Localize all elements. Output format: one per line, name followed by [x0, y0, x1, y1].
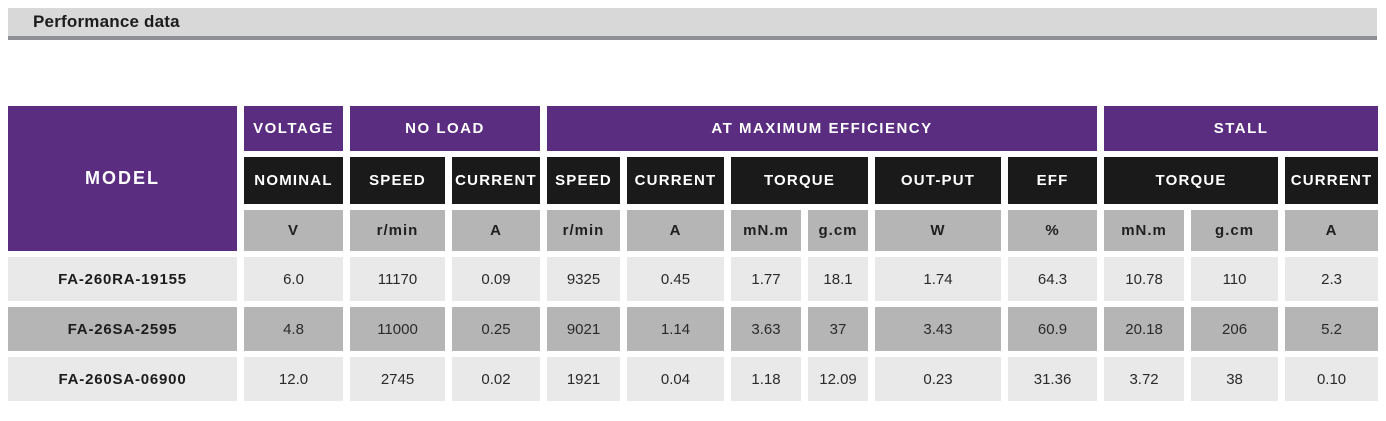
- cell-stall-torque-gcm: 206: [1191, 307, 1279, 351]
- subheader-stall-torque: TORQUE: [1104, 157, 1279, 204]
- group-header-stall: STALL: [1104, 106, 1379, 151]
- unit-stall-torque-mnm: mN.m: [1104, 210, 1185, 251]
- cell-stall-torque-gcm: 110: [1191, 257, 1279, 301]
- subheader-eff: EFF: [1008, 157, 1098, 204]
- group-header-voltage: VOLTAGE: [244, 106, 343, 151]
- unit-eff-percent: %: [1008, 210, 1098, 251]
- subheader-maxeff-torque: TORQUE: [731, 157, 869, 204]
- table-row: FA-260RA-19155 6.0 11170 0.09 9325 0.45 …: [8, 257, 1379, 301]
- cell-output-w: 3.43: [875, 307, 1002, 351]
- subheader-maxeff-current: CURRENT: [627, 157, 725, 204]
- table-row: FA-260SA-06900 12.0 2745 0.02 1921 0.04 …: [8, 357, 1379, 401]
- unit-noload-current-a: A: [452, 210, 541, 251]
- header-group-row: MODEL VOLTAGE NO LOAD AT MAXIMUM EFFICIE…: [8, 106, 1379, 251]
- cell-maxeff-current: 0.04: [627, 357, 725, 401]
- cell-stall-torque-mnm: 10.78: [1104, 257, 1185, 301]
- cell-output-w: 1.74: [875, 257, 1002, 301]
- cell-maxeff-torque-gcm: 37: [808, 307, 869, 351]
- model-name: FA-26SA-2595: [8, 307, 237, 351]
- cell-noload-current: 0.09: [452, 257, 541, 301]
- subheader-stall-current: CURRENT: [1285, 157, 1379, 204]
- cell-noload-current: 0.25: [452, 307, 541, 351]
- unit-maxeff-current-a: A: [627, 210, 725, 251]
- unit-nominal-v: V: [244, 210, 343, 251]
- section-title: Performance data: [33, 12, 180, 31]
- model-column-header: MODEL: [8, 106, 237, 251]
- performance-table: MODEL VOLTAGE NO LOAD AT MAXIMUM EFFICIE…: [1, 100, 1385, 407]
- cell-maxeff-speed: 9021: [547, 307, 621, 351]
- cell-voltage-nominal: 4.8: [244, 307, 343, 351]
- cell-stall-current: 2.3: [1285, 257, 1379, 301]
- cell-output-w: 0.23: [875, 357, 1002, 401]
- cell-maxeff-speed: 9325: [547, 257, 621, 301]
- unit-noload-speed-rmin: r/min: [350, 210, 445, 251]
- cell-stall-torque-mnm: 20.18: [1104, 307, 1185, 351]
- cell-maxeff-torque-gcm: 12.09: [808, 357, 869, 401]
- cell-noload-speed: 11000: [350, 307, 445, 351]
- cell-maxeff-torque-mnm: 1.18: [731, 357, 802, 401]
- subheader-nominal: NOMINAL: [244, 157, 343, 204]
- cell-noload-speed: 2745: [350, 357, 445, 401]
- cell-maxeff-current: 1.14: [627, 307, 725, 351]
- cell-maxeff-speed: 1921: [547, 357, 621, 401]
- cell-voltage-nominal: 12.0: [244, 357, 343, 401]
- subheader-output: OUT-PUT: [875, 157, 1002, 204]
- model-name: FA-260RA-19155: [8, 257, 237, 301]
- subheader-noload-current: CURRENT: [452, 157, 541, 204]
- cell-noload-speed: 11170: [350, 257, 445, 301]
- cell-maxeff-torque-mnm: 1.77: [731, 257, 802, 301]
- header-sub-row: NOMINAL SPEED CURRENT SPEED CURRENT TORQ…: [8, 157, 1379, 204]
- cell-voltage-nominal: 6.0: [244, 257, 343, 301]
- cell-maxeff-torque-mnm: 3.63: [731, 307, 802, 351]
- unit-stall-torque-gcm: g.cm: [1191, 210, 1279, 251]
- cell-stall-current: 0.10: [1285, 357, 1379, 401]
- cell-eff-percent: 60.9: [1008, 307, 1098, 351]
- cell-stall-torque-gcm: 38: [1191, 357, 1279, 401]
- section-header-bar: Performance data: [8, 8, 1377, 40]
- cell-stall-torque-mnm: 3.72: [1104, 357, 1185, 401]
- table-row: FA-26SA-2595 4.8 11000 0.25 9021 1.14 3.…: [8, 307, 1379, 351]
- cell-eff-percent: 64.3: [1008, 257, 1098, 301]
- unit-maxeff-torque-mnm: mN.m: [731, 210, 802, 251]
- cell-noload-current: 0.02: [452, 357, 541, 401]
- cell-maxeff-torque-gcm: 18.1: [808, 257, 869, 301]
- group-header-at-maximum-efficiency: AT MAXIMUM EFFICIENCY: [547, 106, 1098, 151]
- cell-stall-current: 5.2: [1285, 307, 1379, 351]
- unit-stall-current-a: A: [1285, 210, 1379, 251]
- cell-eff-percent: 31.36: [1008, 357, 1098, 401]
- cell-maxeff-current: 0.45: [627, 257, 725, 301]
- unit-maxeff-torque-gcm: g.cm: [808, 210, 869, 251]
- unit-maxeff-speed-rmin: r/min: [547, 210, 621, 251]
- performance-table-wrap: MODEL VOLTAGE NO LOAD AT MAXIMUM EFFICIE…: [1, 100, 1385, 407]
- model-name: FA-260SA-06900: [8, 357, 237, 401]
- subheader-maxeff-speed: SPEED: [547, 157, 621, 204]
- unit-output-w: W: [875, 210, 1002, 251]
- header-units-row: V r/min A r/min A mN.m g.cm W % mN.m g.c…: [8, 210, 1379, 251]
- subheader-noload-speed: SPEED: [350, 157, 445, 204]
- group-header-no-load: NO LOAD: [350, 106, 541, 151]
